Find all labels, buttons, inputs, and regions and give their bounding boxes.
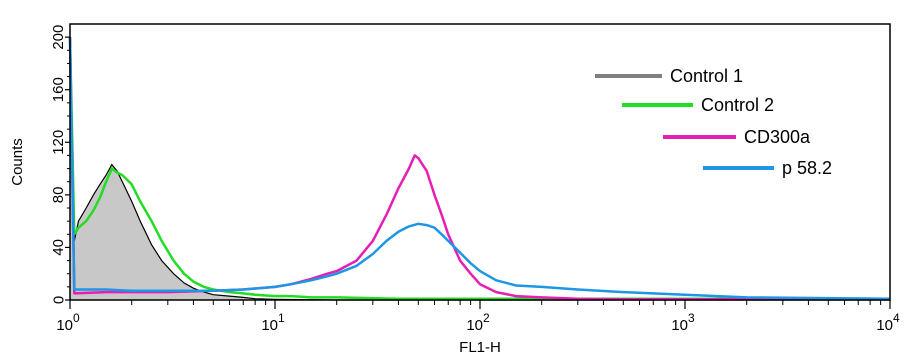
x-tick-label: 101	[261, 311, 285, 334]
y-tick-label: 200	[50, 25, 67, 50]
x-tick-label: 104	[876, 311, 900, 334]
series-line-p-58-2	[68, 37, 891, 300]
series-area-control-1	[70, 37, 890, 300]
y-tick-label: 40	[50, 239, 67, 256]
y-tick-label: 160	[50, 77, 67, 102]
y-tick-label: 120	[50, 130, 67, 155]
legend-label-cd300a: CD300a	[744, 127, 811, 147]
legend: Control 1 Control 2 CD300a p 58.2	[595, 66, 832, 178]
x-tick-label: 102	[466, 311, 490, 334]
series-line-control-2	[68, 37, 890, 300]
x-tick-label: 103	[671, 311, 695, 334]
y-tick-label: 0	[50, 296, 67, 304]
legend-label-control-1: Control 1	[670, 66, 743, 86]
legend-label-control-2: Control 2	[701, 95, 774, 115]
x-axis-label: FL1-H	[459, 339, 501, 356]
axes-layer: 0 40 80 120 160 200 100 101 102 103 104	[50, 25, 900, 334]
y-tick-label: 80	[50, 187, 67, 204]
y-axis-label: Counts	[9, 138, 26, 186]
legend-label-p-58-2: p 58.2	[782, 158, 832, 178]
x-tick-label: 100	[56, 311, 80, 334]
